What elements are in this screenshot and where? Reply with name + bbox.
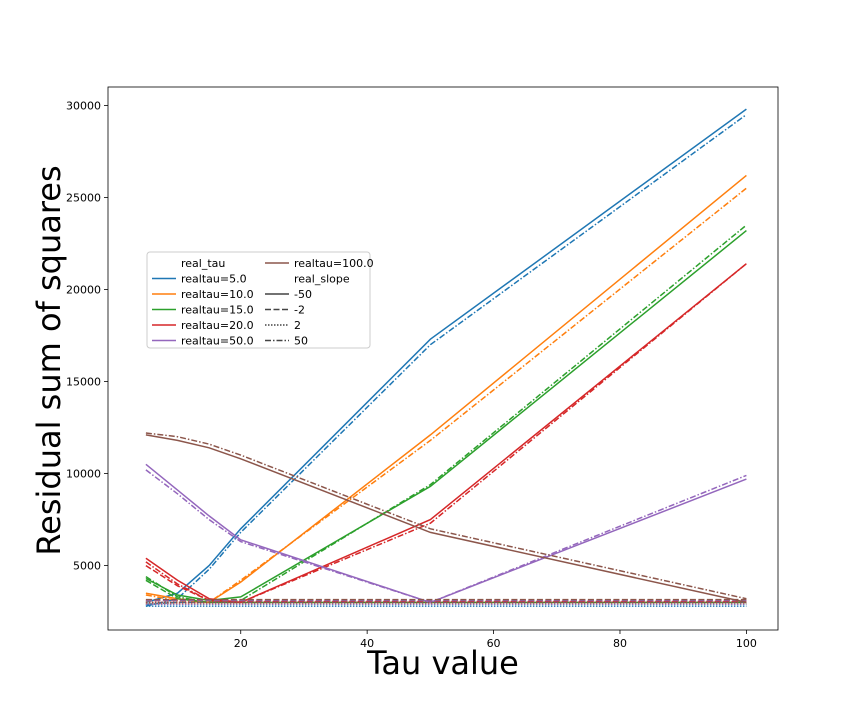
y-axis-title: Residual sum of squares <box>30 165 68 555</box>
legend-entry-label: realtau=15.0 <box>181 304 254 317</box>
legend-entry-label: realtau=50.0 <box>181 335 254 348</box>
series-line-tau-5.0-slope--50 <box>145 108 747 604</box>
x-tick-label: 80 <box>613 637 627 650</box>
x-tick-label: 40 <box>360 637 374 650</box>
x-tick-label: 60 <box>487 637 501 650</box>
legend-entry-label: 50 <box>294 335 308 348</box>
legend-group-title: real_slope <box>294 273 350 286</box>
legend-entry-label: realtau=100.0 <box>294 257 374 270</box>
y-tick-label: 20000 <box>66 283 101 296</box>
y-tick-label: 5000 <box>73 560 101 573</box>
series-line-tau-100.0-slope--50 <box>145 434 747 604</box>
x-tick-label: 100 <box>736 637 757 650</box>
legend-box <box>146 251 371 349</box>
y-tick-label: 10000 <box>66 468 101 481</box>
legend-entry-label: 2 <box>294 319 301 332</box>
legend-group-title: real_tau <box>181 257 225 270</box>
x-tick-label: 20 <box>234 637 248 650</box>
series-line-tau-100.0-slope-50 <box>145 432 747 600</box>
series-line-tau-50.0-slope--50 <box>145 463 747 604</box>
plot-lines <box>145 108 747 607</box>
y-axis-ticks: 5000 10000 15000 20000 25000 30000 <box>66 99 108 573</box>
legend-entry-label: -2 <box>294 304 305 317</box>
y-tick-label: 30000 <box>66 99 101 112</box>
series-line-tau-15.0-slope--50 <box>145 230 747 602</box>
plot-frame <box>107 86 779 631</box>
series-line-tau-20.0-slope-50 <box>145 263 747 604</box>
legend: real_tau realtau=5.0 realtau=10.0 realtau=1… <box>146 251 374 349</box>
legend-entry-label: -50 <box>294 288 312 301</box>
legend-entry-label: realtau=20.0 <box>181 319 254 332</box>
legend-entry-label: realtau=5.0 <box>181 273 247 286</box>
y-tick-label: 25000 <box>66 191 101 204</box>
x-axis-title: Tau value <box>366 644 519 682</box>
x-axis-ticks: 20 40 60 80 100 <box>234 630 757 650</box>
y-tick-label: 15000 <box>66 376 101 389</box>
legend-entry-label: realtau=10.0 <box>181 288 254 301</box>
